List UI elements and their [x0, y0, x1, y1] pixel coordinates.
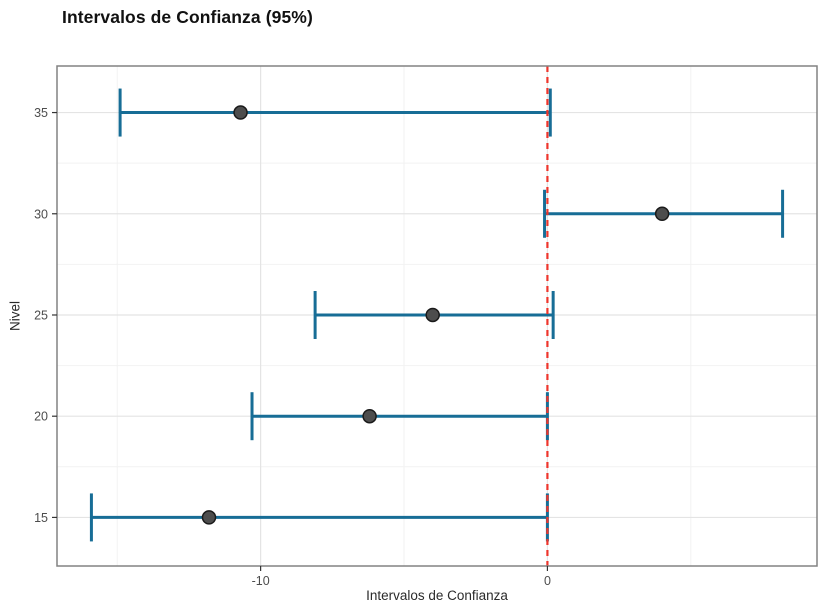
estimate-point [654, 206, 670, 222]
estimate-point [425, 307, 440, 323]
y-tick-label: 15 [34, 511, 48, 525]
estimate-point [362, 408, 377, 424]
estimate-point [233, 105, 248, 120]
x-tick-label: 0 [544, 574, 551, 588]
estimate-point [201, 510, 217, 525]
y-tick-label: 25 [34, 308, 48, 322]
y-tick-label: 30 [34, 207, 48, 221]
y-tick-label: 20 [34, 410, 48, 424]
panel-border [56, 65, 818, 567]
y-tick-label: 35 [34, 106, 48, 120]
x-tick-label: -10 [252, 574, 270, 588]
y-axis-title: Nivel [7, 300, 23, 332]
chart-title: Intervalos de Confianza (95%) [62, 7, 313, 27]
x-axis-title: Intervalos de Confianza [366, 588, 508, 603]
y-axis-title-wrap: Nivel [6, 196, 24, 436]
